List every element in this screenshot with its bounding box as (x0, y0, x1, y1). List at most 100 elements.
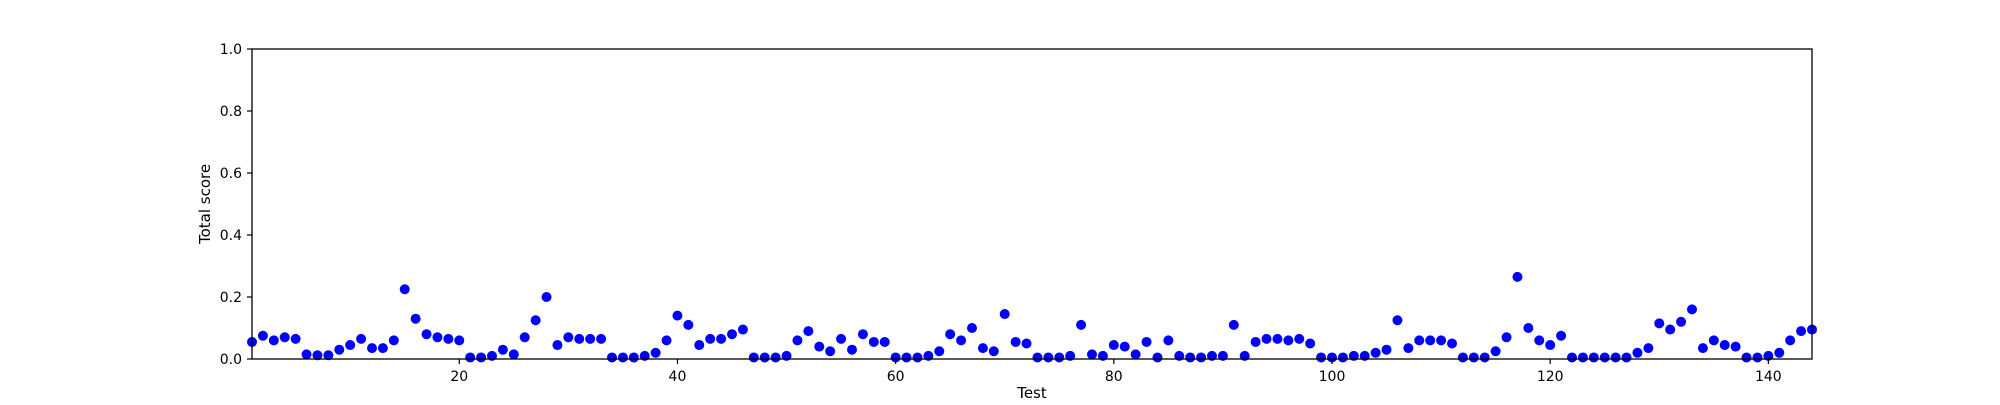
x-tick-label: 120 (1537, 369, 1564, 385)
data-point (508, 349, 519, 360)
data-point (825, 346, 836, 357)
data-point (399, 284, 410, 295)
data-point (1327, 352, 1337, 363)
data-point (1272, 333, 1283, 344)
data-point (1152, 352, 1163, 363)
data-point (323, 350, 334, 361)
data-point (1567, 352, 1577, 363)
data-point (650, 347, 661, 358)
data-point (945, 329, 956, 340)
data-point (1752, 352, 1763, 363)
data-point (465, 352, 476, 363)
data-point (312, 350, 323, 361)
data-point (1010, 336, 1021, 347)
data-point (1337, 352, 1348, 363)
y-tick-label: 0.8 (220, 104, 242, 120)
data-point (1163, 335, 1174, 346)
data-point (1392, 315, 1403, 326)
data-point (1741, 352, 1752, 363)
data-point (377, 343, 388, 354)
data-point (367, 343, 377, 354)
data-point (574, 333, 585, 344)
data-point (519, 332, 530, 343)
data-point (890, 352, 901, 363)
data-point (1621, 352, 1632, 363)
data-point (1490, 346, 1501, 357)
axes-layer: 20 40 60 80 100 120 140 0.0 0.2 0.4 0.6 0.8 1.0 (220, 42, 1782, 385)
data-point (814, 341, 825, 352)
data-point (988, 346, 999, 357)
data-point (1588, 352, 1599, 363)
data-point (748, 352, 759, 363)
data-point (847, 344, 857, 355)
data-point (967, 323, 977, 333)
y-axis-label: Total score (196, 164, 214, 245)
data-point (934, 346, 945, 357)
data-point (705, 333, 716, 344)
data-point (1305, 338, 1316, 349)
data-point (1283, 335, 1294, 346)
data-point (356, 333, 367, 344)
data-point (1512, 271, 1523, 282)
data-point (857, 329, 868, 340)
data-point (1436, 335, 1447, 346)
data-point (410, 313, 421, 324)
y-tick-label: 0.0 (220, 352, 242, 368)
data-point (1501, 332, 1512, 343)
data-point (585, 333, 596, 344)
data-point (1108, 340, 1119, 351)
data-point (1141, 336, 1152, 347)
data-point (1556, 330, 1567, 341)
y-tick-label: 0.2 (220, 290, 242, 306)
data-point (1676, 316, 1687, 327)
data-point (1632, 347, 1643, 358)
data-point (956, 335, 967, 346)
data-point (334, 344, 345, 355)
data-point (1043, 352, 1054, 363)
data-point (1719, 340, 1730, 351)
data-point (454, 335, 465, 346)
data-point (257, 330, 268, 341)
data-point (1468, 352, 1479, 363)
data-point (901, 352, 912, 363)
data-point (1708, 335, 1719, 346)
data-point (977, 343, 988, 354)
data-point (388, 335, 399, 346)
data-point (1534, 335, 1545, 346)
data-point (1665, 324, 1676, 335)
data-point (1316, 352, 1327, 363)
data-point (1381, 344, 1392, 355)
data-point (268, 335, 279, 346)
data-point (1228, 319, 1239, 330)
data-point (737, 324, 748, 335)
x-axis-label: Test (1016, 384, 1047, 400)
data-point (1021, 338, 1032, 349)
data-point (1643, 343, 1654, 354)
x-tick-label: 80 (1105, 369, 1123, 385)
data-point (421, 329, 432, 340)
data-point (661, 335, 672, 346)
data-point (628, 352, 639, 363)
data-point (1032, 352, 1043, 363)
data-point (912, 352, 923, 363)
data-point (1370, 347, 1381, 358)
data-point (1414, 335, 1425, 346)
data-point (727, 329, 737, 340)
data-point (1479, 352, 1490, 363)
data-point (1610, 352, 1621, 363)
y-tick-label: 0.4 (220, 228, 242, 244)
data-point (563, 332, 574, 343)
data-point (999, 309, 1010, 320)
data-point (1697, 343, 1708, 354)
x-tick-label: 140 (1755, 369, 1782, 385)
data-point (803, 326, 814, 337)
x-tick-label: 100 (1319, 369, 1346, 385)
data-point (1196, 352, 1207, 363)
data-point (879, 336, 890, 347)
data-point (607, 352, 617, 363)
data-point (432, 332, 443, 343)
data-point (868, 336, 879, 347)
data-point (1599, 352, 1610, 363)
